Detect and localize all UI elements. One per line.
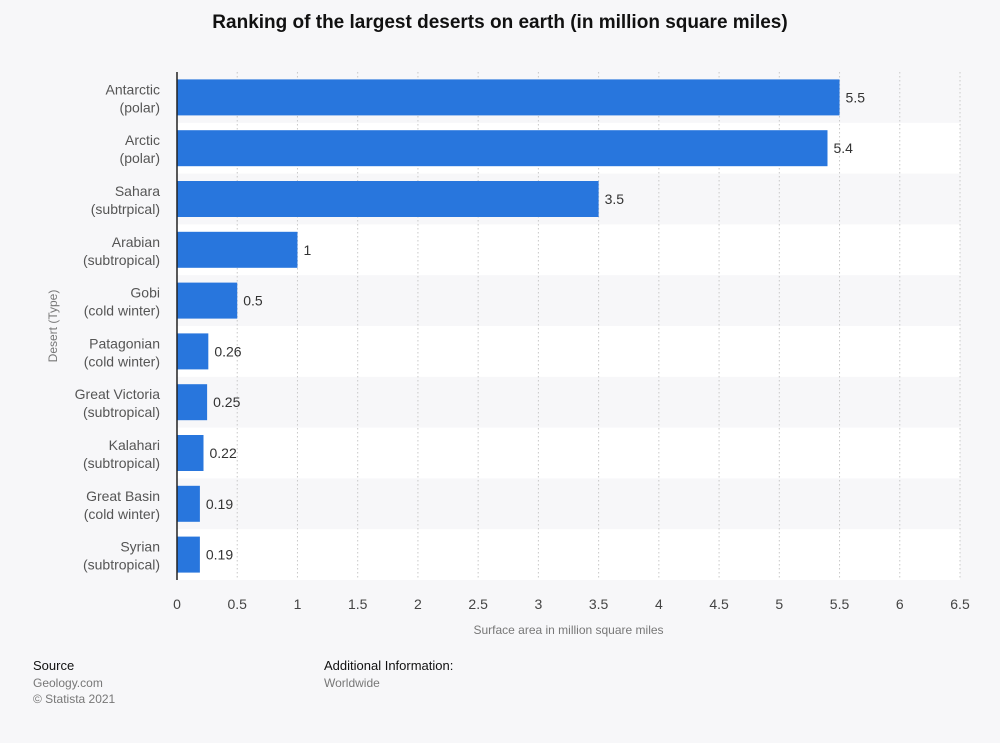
bar [177, 536, 200, 573]
category-label: Antarctic [106, 81, 160, 97]
category-label: Kalahari [109, 437, 160, 453]
x-tick-label: 0 [173, 596, 181, 612]
category-type-label: (polar) [120, 150, 160, 166]
category-label: Syrian [120, 539, 160, 555]
row-band [177, 427, 960, 479]
x-tick-label: 2.5 [468, 596, 488, 612]
x-tick-label: 4 [655, 596, 663, 612]
x-tick-label: 4.5 [709, 596, 729, 612]
bar [177, 282, 238, 319]
x-tick-label: 3.5 [589, 596, 609, 612]
bar [177, 231, 298, 268]
x-tick-label: 1.5 [348, 596, 368, 612]
y-axis-label: Desert (Type) [46, 290, 60, 363]
data-label: 3.5 [605, 191, 625, 207]
category-type-label: (polar) [120, 99, 160, 115]
category-type-label: (subtrpical) [91, 201, 160, 217]
row-band [177, 326, 960, 377]
data-label: 0.22 [210, 445, 237, 461]
data-label: 0.5 [243, 293, 263, 309]
category-type-label: (subtropical) [83, 404, 160, 420]
row-band [177, 224, 960, 276]
data-label: 0.25 [213, 394, 240, 410]
category-type-label: (subtropical) [83, 557, 160, 573]
bar [177, 79, 840, 116]
bar [177, 181, 599, 217]
category-label: Arabian [112, 234, 160, 250]
data-label: 0.19 [206, 496, 233, 512]
source-heading: Source [33, 658, 75, 673]
x-tick-label: 5.5 [830, 596, 850, 612]
row-band [177, 529, 960, 580]
source-line: © Statista 2021 [33, 692, 116, 706]
data-label: 0.19 [206, 547, 233, 563]
category-type-label: (cold winter) [84, 303, 160, 319]
bar [177, 435, 204, 471]
x-tick-label: 3 [534, 596, 542, 612]
chart-title: Ranking of the largest deserts on earth … [212, 12, 788, 33]
x-tick-label: 1 [294, 596, 302, 612]
data-label: 1 [303, 242, 311, 258]
category-label: Great Victoria [75, 386, 161, 402]
category-type-label: (subtropical) [83, 252, 160, 268]
category-type-label: (cold winter) [84, 353, 160, 369]
category-label: Great Basin [86, 488, 160, 504]
x-tick-label: 0.5 [227, 596, 247, 612]
x-tick-label: 6.5 [950, 596, 970, 612]
x-tick-label: 6 [896, 596, 904, 612]
info-line: Worldwide [324, 676, 380, 690]
bar [177, 130, 828, 167]
source-line: Geology.com [33, 676, 103, 690]
category-label: Sahara [115, 183, 160, 199]
category-type-label: (cold winter) [84, 506, 160, 522]
x-axis-label: Surface area in million square miles [473, 623, 663, 637]
category-label: Arctic [125, 132, 160, 148]
category-label: Patagonian [89, 335, 160, 351]
bar [177, 485, 200, 522]
category-type-label: (subtropical) [83, 455, 160, 471]
category-label: Gobi [130, 285, 160, 301]
info-heading: Additional Information: [324, 658, 454, 673]
data-label: 0.26 [214, 343, 241, 359]
bar [177, 333, 209, 370]
bar [177, 384, 208, 421]
data-label: 5.5 [846, 89, 866, 105]
x-tick-label: 5 [775, 596, 783, 612]
data-label: 5.4 [833, 140, 853, 156]
x-tick-label: 2 [414, 596, 422, 612]
